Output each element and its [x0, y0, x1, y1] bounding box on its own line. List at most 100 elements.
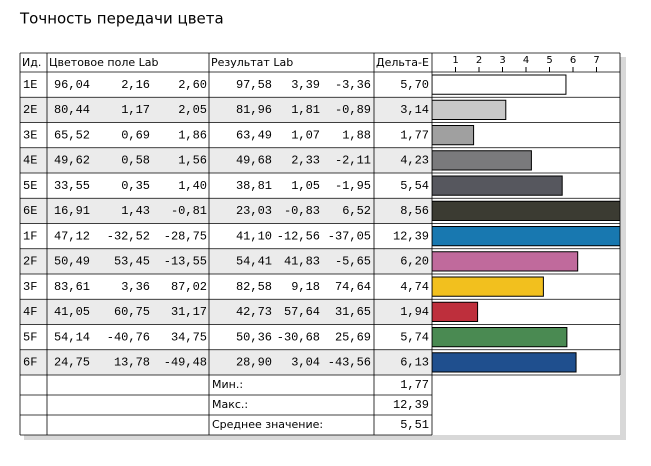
cell: 1,88	[342, 128, 371, 142]
row-id: 6E	[23, 204, 37, 218]
cell: 50,36	[236, 330, 272, 344]
cell: 81,96	[236, 103, 272, 117]
row-id: 5E	[23, 179, 37, 193]
table: Ид. Цветовое поле Lab Результат Lab Дельта-…	[19, 52, 621, 436]
cell: 82,58	[236, 280, 272, 294]
bar	[432, 150, 532, 171]
row-id: 3E	[23, 128, 37, 142]
cell: 0,35	[121, 179, 150, 193]
cell: -30,68	[277, 330, 320, 344]
cell: 41,83	[284, 255, 320, 269]
cell: 80,44	[54, 103, 90, 117]
cell: -13,55	[164, 255, 207, 269]
row-bg	[20, 299, 432, 325]
cell: 1,05	[291, 179, 320, 193]
delta-cell: 4,74	[400, 280, 429, 294]
cell: -0,81	[171, 204, 207, 218]
row-id: 2E	[23, 103, 37, 117]
cell: -32,52	[107, 229, 150, 243]
cell: 97,58	[236, 78, 272, 92]
cell: 23,03	[236, 204, 272, 218]
cell: 0,58	[121, 154, 150, 168]
row-id: 6F	[23, 356, 37, 370]
delta-cell: 12,39	[393, 229, 429, 243]
cell: 41,10	[236, 229, 272, 243]
cell: 1,07	[291, 128, 320, 142]
cell: -0,89	[335, 103, 371, 117]
cell: 87,02	[171, 280, 207, 294]
row-bg	[20, 147, 432, 173]
cell: 38,81	[236, 179, 272, 193]
cell: 41,05	[54, 305, 90, 319]
tick-label: 1	[452, 55, 458, 66]
summary-label: Среднее значение:	[212, 418, 323, 431]
cell: -5,65	[335, 255, 371, 269]
bar	[432, 226, 620, 247]
summary-label: Мин.:	[212, 378, 243, 391]
cell: 2,60	[178, 78, 207, 92]
row-bg	[20, 349, 432, 375]
cell: 24,75	[54, 356, 90, 370]
bar	[432, 125, 475, 146]
cell: 2,05	[178, 103, 207, 117]
bar	[432, 99, 507, 120]
cell: 3,36	[121, 280, 150, 294]
cell: -40,76	[107, 330, 150, 344]
cell: 9,18	[291, 280, 320, 294]
row-bg	[20, 97, 432, 123]
delta-cell: 1,77	[400, 128, 429, 142]
cell: -28,75	[164, 229, 207, 243]
cell: 0,69	[121, 128, 150, 142]
cell: 3,04	[291, 356, 320, 370]
cell: -37,05	[328, 229, 371, 243]
column-header: Результат Lab	[211, 56, 293, 69]
cell: -49,48	[164, 356, 207, 370]
cell: 65,52	[54, 128, 90, 142]
summary-value: 5,51	[400, 418, 429, 432]
row-id: 4F	[23, 305, 37, 319]
cell: -12,56	[277, 229, 320, 243]
cell: 13,78	[114, 356, 150, 370]
cell: 60,75	[114, 305, 150, 319]
row-id: 4E	[23, 154, 37, 168]
cell: 49,68	[236, 154, 272, 168]
delta-cell: 3,14	[400, 103, 429, 117]
cell: 50,49	[54, 255, 90, 269]
delta-cell: 8,56	[400, 204, 429, 218]
cell: -43,56	[328, 356, 371, 370]
cell: 1,81	[291, 103, 320, 117]
cell: 54,14	[54, 330, 90, 344]
cell: 1,86	[178, 128, 207, 142]
cell: 33,55	[54, 179, 90, 193]
cell: 28,90	[236, 356, 272, 370]
delta-cell: 6,20	[400, 255, 429, 269]
delta-cell: 1,94	[400, 305, 429, 319]
tick-label: 7	[593, 55, 599, 66]
cell: 74,64	[335, 280, 371, 294]
cell: 1,43	[121, 204, 150, 218]
cell: -3,36	[335, 78, 371, 92]
bar	[432, 276, 544, 297]
row-id: 5F	[23, 330, 37, 344]
row-id: 1E	[23, 78, 37, 92]
cell: 1,40	[178, 179, 207, 193]
tick-label: 2	[476, 55, 482, 66]
cell: 57,64	[284, 305, 320, 319]
plot	[432, 74, 620, 373]
tick-label: 3	[499, 55, 505, 66]
tick-label: 6	[570, 55, 576, 66]
delta-cell: 4,23	[400, 154, 429, 168]
delta-cell: 6,13	[400, 356, 429, 370]
bar	[432, 175, 563, 196]
summary-value: 1,77	[400, 378, 429, 392]
cell: 3,39	[291, 78, 320, 92]
row-bg	[20, 198, 432, 224]
cell: 63,49	[236, 128, 272, 142]
bar	[432, 200, 620, 221]
column-header: Цветовое поле Lab	[49, 56, 158, 69]
cell: 42,73	[236, 305, 272, 319]
delta-cell: 5,74	[400, 330, 429, 344]
cell: -1,95	[335, 179, 371, 193]
row-id: 2F	[23, 255, 37, 269]
